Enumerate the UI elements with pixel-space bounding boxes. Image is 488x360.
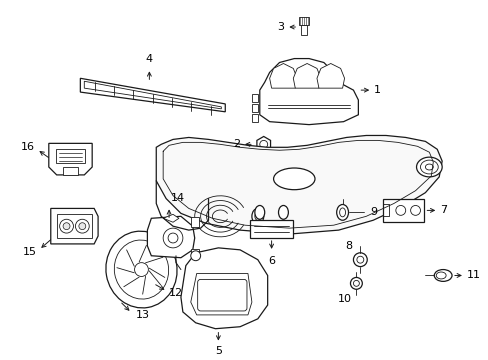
Circle shape [350, 278, 362, 289]
Text: 15: 15 [23, 247, 37, 257]
Polygon shape [80, 78, 225, 112]
Text: 10: 10 [337, 294, 351, 304]
Text: 11: 11 [466, 270, 480, 280]
Circle shape [79, 223, 85, 230]
Polygon shape [56, 149, 85, 163]
Text: 5: 5 [214, 346, 222, 356]
Polygon shape [163, 214, 179, 222]
Text: 7: 7 [439, 206, 447, 215]
Ellipse shape [273, 168, 314, 190]
Polygon shape [147, 216, 194, 258]
Polygon shape [259, 59, 358, 125]
Ellipse shape [420, 160, 437, 174]
Text: 3: 3 [277, 22, 284, 32]
Polygon shape [181, 248, 267, 329]
FancyBboxPatch shape [197, 279, 246, 311]
Ellipse shape [416, 157, 441, 177]
Text: 6: 6 [267, 256, 275, 266]
Ellipse shape [336, 204, 348, 220]
Polygon shape [251, 114, 257, 122]
Circle shape [356, 256, 363, 263]
Ellipse shape [251, 208, 263, 224]
Polygon shape [84, 81, 221, 109]
Text: 9: 9 [369, 207, 377, 217]
Text: 16: 16 [21, 142, 35, 152]
Polygon shape [190, 274, 251, 315]
Polygon shape [190, 217, 198, 227]
Circle shape [395, 206, 405, 215]
Text: 12: 12 [169, 288, 183, 298]
Polygon shape [301, 25, 306, 35]
Polygon shape [51, 208, 98, 244]
Ellipse shape [425, 164, 432, 170]
Ellipse shape [254, 212, 260, 220]
Polygon shape [62, 167, 78, 175]
Polygon shape [156, 135, 441, 234]
Polygon shape [269, 63, 297, 88]
Ellipse shape [435, 272, 445, 279]
Polygon shape [57, 214, 92, 238]
Circle shape [353, 253, 366, 267]
Ellipse shape [106, 231, 177, 308]
Polygon shape [190, 249, 198, 259]
Polygon shape [316, 63, 344, 88]
Circle shape [353, 280, 359, 286]
Text: 2: 2 [232, 139, 240, 149]
Circle shape [190, 251, 200, 261]
Circle shape [163, 228, 183, 248]
Text: 8: 8 [344, 241, 351, 251]
Ellipse shape [254, 206, 264, 219]
Polygon shape [382, 199, 424, 222]
Polygon shape [256, 136, 270, 152]
Polygon shape [299, 17, 308, 25]
Text: 1: 1 [373, 85, 380, 95]
Circle shape [75, 219, 89, 233]
Circle shape [63, 223, 70, 230]
Text: 14: 14 [171, 193, 185, 203]
Text: 13: 13 [135, 310, 149, 320]
Polygon shape [251, 104, 257, 112]
Circle shape [410, 206, 420, 215]
Polygon shape [49, 143, 92, 175]
Ellipse shape [114, 240, 168, 299]
Circle shape [168, 233, 178, 243]
Polygon shape [293, 63, 320, 88]
Circle shape [60, 219, 73, 233]
Polygon shape [251, 94, 257, 102]
Text: 4: 4 [145, 54, 153, 64]
Ellipse shape [433, 270, 451, 282]
Circle shape [134, 263, 148, 276]
Ellipse shape [339, 208, 345, 217]
Polygon shape [249, 220, 293, 238]
Circle shape [259, 140, 267, 148]
Ellipse shape [278, 206, 288, 219]
